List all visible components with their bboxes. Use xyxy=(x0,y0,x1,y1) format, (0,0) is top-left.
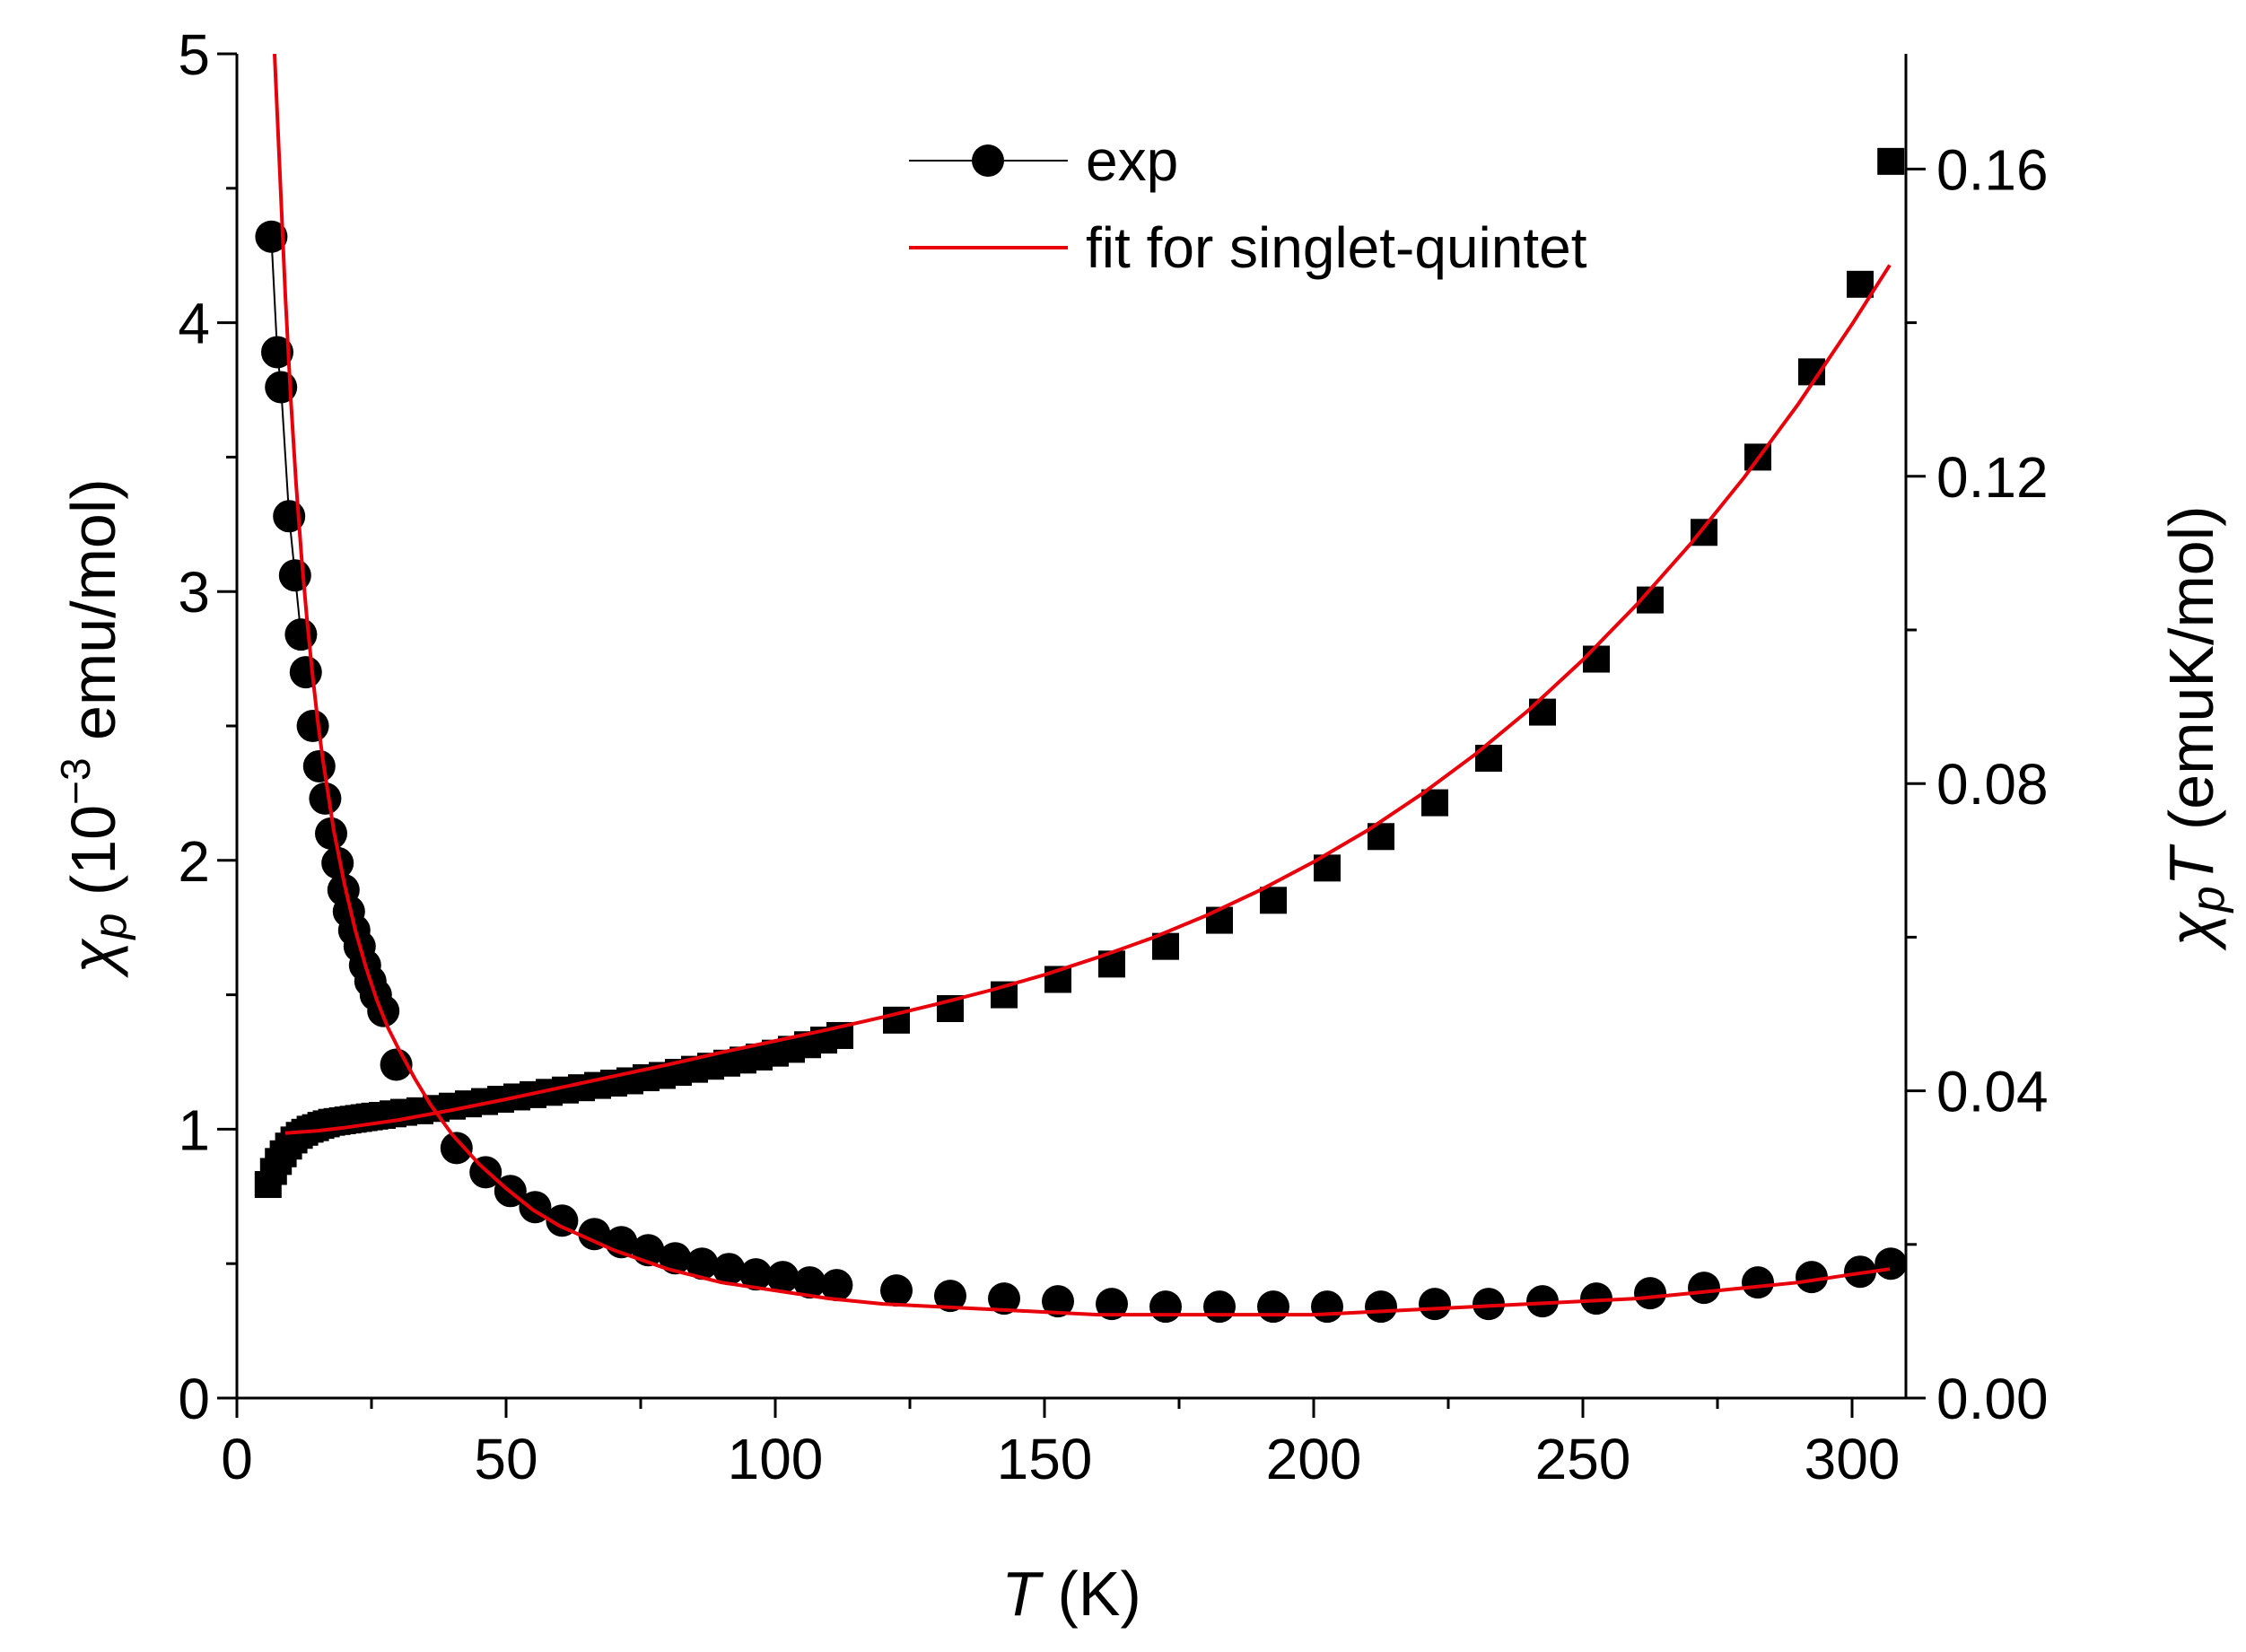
chi-circle-point xyxy=(321,846,354,879)
chiT-square-point xyxy=(1583,645,1610,673)
chi-circle-point xyxy=(578,1218,611,1251)
chi-circle-point xyxy=(278,559,311,592)
y-left-tick-labels: 0 1 2 3 4 5 xyxy=(178,22,210,1431)
x-axis-title: T (K) xyxy=(1001,1559,1141,1629)
chi-circle-point xyxy=(315,817,347,850)
y-left-title-unit2: emu/mol) xyxy=(58,478,128,757)
y-left-tick-label: 3 xyxy=(178,560,210,625)
chi-circle-point xyxy=(1042,1285,1074,1318)
y-right-title-T: T xyxy=(2156,843,2226,886)
x-tick-label: 150 xyxy=(997,1427,1093,1491)
chi-circle-point xyxy=(261,336,293,369)
chi-circle-point xyxy=(739,1258,773,1291)
y-left-tick-label: 2 xyxy=(178,829,210,894)
chi-circle-point xyxy=(1526,1285,1559,1318)
fit-chiT-curve xyxy=(284,264,1892,1135)
legend-fit-label: fit for singlet-quintet xyxy=(1086,215,1587,280)
chi-circle-point xyxy=(1149,1290,1182,1324)
chi-circle-point xyxy=(1311,1290,1343,1324)
y-left-title-unit: (10 xyxy=(58,805,128,913)
chi-circle-point xyxy=(1203,1290,1236,1324)
chiT-square-point xyxy=(1206,906,1233,934)
chi-circle-point xyxy=(1257,1290,1289,1324)
chi-circle-point xyxy=(1580,1282,1612,1315)
chi-circle-point xyxy=(296,710,329,742)
fit-chi-curve xyxy=(273,54,1891,1317)
fit-curves xyxy=(273,54,1892,1317)
chi-circle-point xyxy=(934,1280,966,1313)
y-right-title-sub: p xyxy=(2182,886,2234,913)
chi-circle-point xyxy=(367,994,400,1027)
y-right-title-symbol: χ xyxy=(2156,911,2226,952)
chi-circle-point xyxy=(1796,1261,1828,1294)
chi-circle-point xyxy=(659,1242,692,1275)
x-tick-label: 100 xyxy=(728,1427,824,1491)
chi-circle-point xyxy=(289,656,322,689)
y-left-axis-title: χp (10−3 emu/mol) xyxy=(52,478,136,978)
y-left-tick-label: 4 xyxy=(178,292,210,356)
legend: exp fit for singlet-quintet xyxy=(909,128,1587,280)
chi-circle-point xyxy=(1688,1272,1720,1305)
y-right-title-unit: (emuK/mol) xyxy=(2156,505,2226,847)
chi-circle-point xyxy=(686,1247,719,1281)
chi-circle-point xyxy=(284,618,318,651)
x-tick-label: 200 xyxy=(1266,1427,1362,1491)
chi-circle-point xyxy=(1473,1288,1505,1321)
y-left-title-exp: −3 xyxy=(52,757,99,804)
chi-circle-point xyxy=(793,1266,826,1299)
chiT-square-point xyxy=(1691,519,1717,546)
y-left-tick-label: 1 xyxy=(178,1097,210,1162)
x-tick-labels: 0 50 100 150 200 250 300 xyxy=(221,1427,1900,1491)
x-axis-title-symbol: T xyxy=(1001,1559,1044,1629)
chi-circle-point xyxy=(880,1274,913,1307)
chi-circle-point xyxy=(440,1132,473,1165)
y-left-title-sub: p xyxy=(84,913,136,941)
y-right-tick-label: 0.12 xyxy=(1936,445,2049,510)
chi-circle-point xyxy=(255,220,288,253)
legend-exp-marker xyxy=(972,144,1004,177)
chiT-square-point xyxy=(1847,270,1874,298)
chi-circle-point xyxy=(766,1261,800,1294)
chiT-square-point xyxy=(1260,887,1287,914)
chi-circle-point xyxy=(712,1253,746,1286)
y-right-tick-label: 0.04 xyxy=(1936,1060,2049,1124)
y-right-tick-label: 0.16 xyxy=(1936,137,2049,202)
y-right-tick-label: 0.08 xyxy=(1936,752,2049,817)
x-tick-label: 300 xyxy=(1805,1427,1901,1491)
chi-circle-point xyxy=(302,749,336,782)
y-right-axis-title: χpT (emuK/mol) xyxy=(2156,505,2234,951)
y-left-tick-label: 5 xyxy=(178,22,210,87)
chi-circle-point xyxy=(1742,1266,1774,1299)
y-left-tick-label: 0 xyxy=(178,1367,210,1431)
y-right-tick-labels: 0.00 0.04 0.08 0.12 0.16 xyxy=(1936,137,2049,1431)
chi-circle-point xyxy=(820,1269,853,1302)
chi-circle-point xyxy=(309,782,342,815)
legend-exp-label: exp xyxy=(1086,128,1178,193)
ticks xyxy=(217,52,1926,1418)
chi-circle-point xyxy=(988,1282,1020,1315)
x-axis-title-unit: (K) xyxy=(1040,1559,1141,1629)
chi-circle-point xyxy=(1634,1277,1666,1310)
x-tick-label: 250 xyxy=(1535,1427,1631,1491)
chiT-square-point xyxy=(1529,698,1556,726)
x-tick-label: 0 xyxy=(221,1427,253,1491)
chi-circle-point xyxy=(1096,1288,1128,1321)
chi-circle-point xyxy=(1419,1288,1451,1321)
chi-circle-point xyxy=(1875,1247,1906,1281)
y-right-tick-label: 0.00 xyxy=(1936,1367,2049,1431)
y-left-title-symbol: χ xyxy=(58,938,128,979)
chiT-square-point xyxy=(1877,147,1905,175)
chi-circle-point xyxy=(1365,1290,1397,1324)
x-tick-label: 50 xyxy=(474,1427,537,1491)
data-markers xyxy=(254,147,1906,1324)
chiT-square-point xyxy=(1421,789,1448,817)
